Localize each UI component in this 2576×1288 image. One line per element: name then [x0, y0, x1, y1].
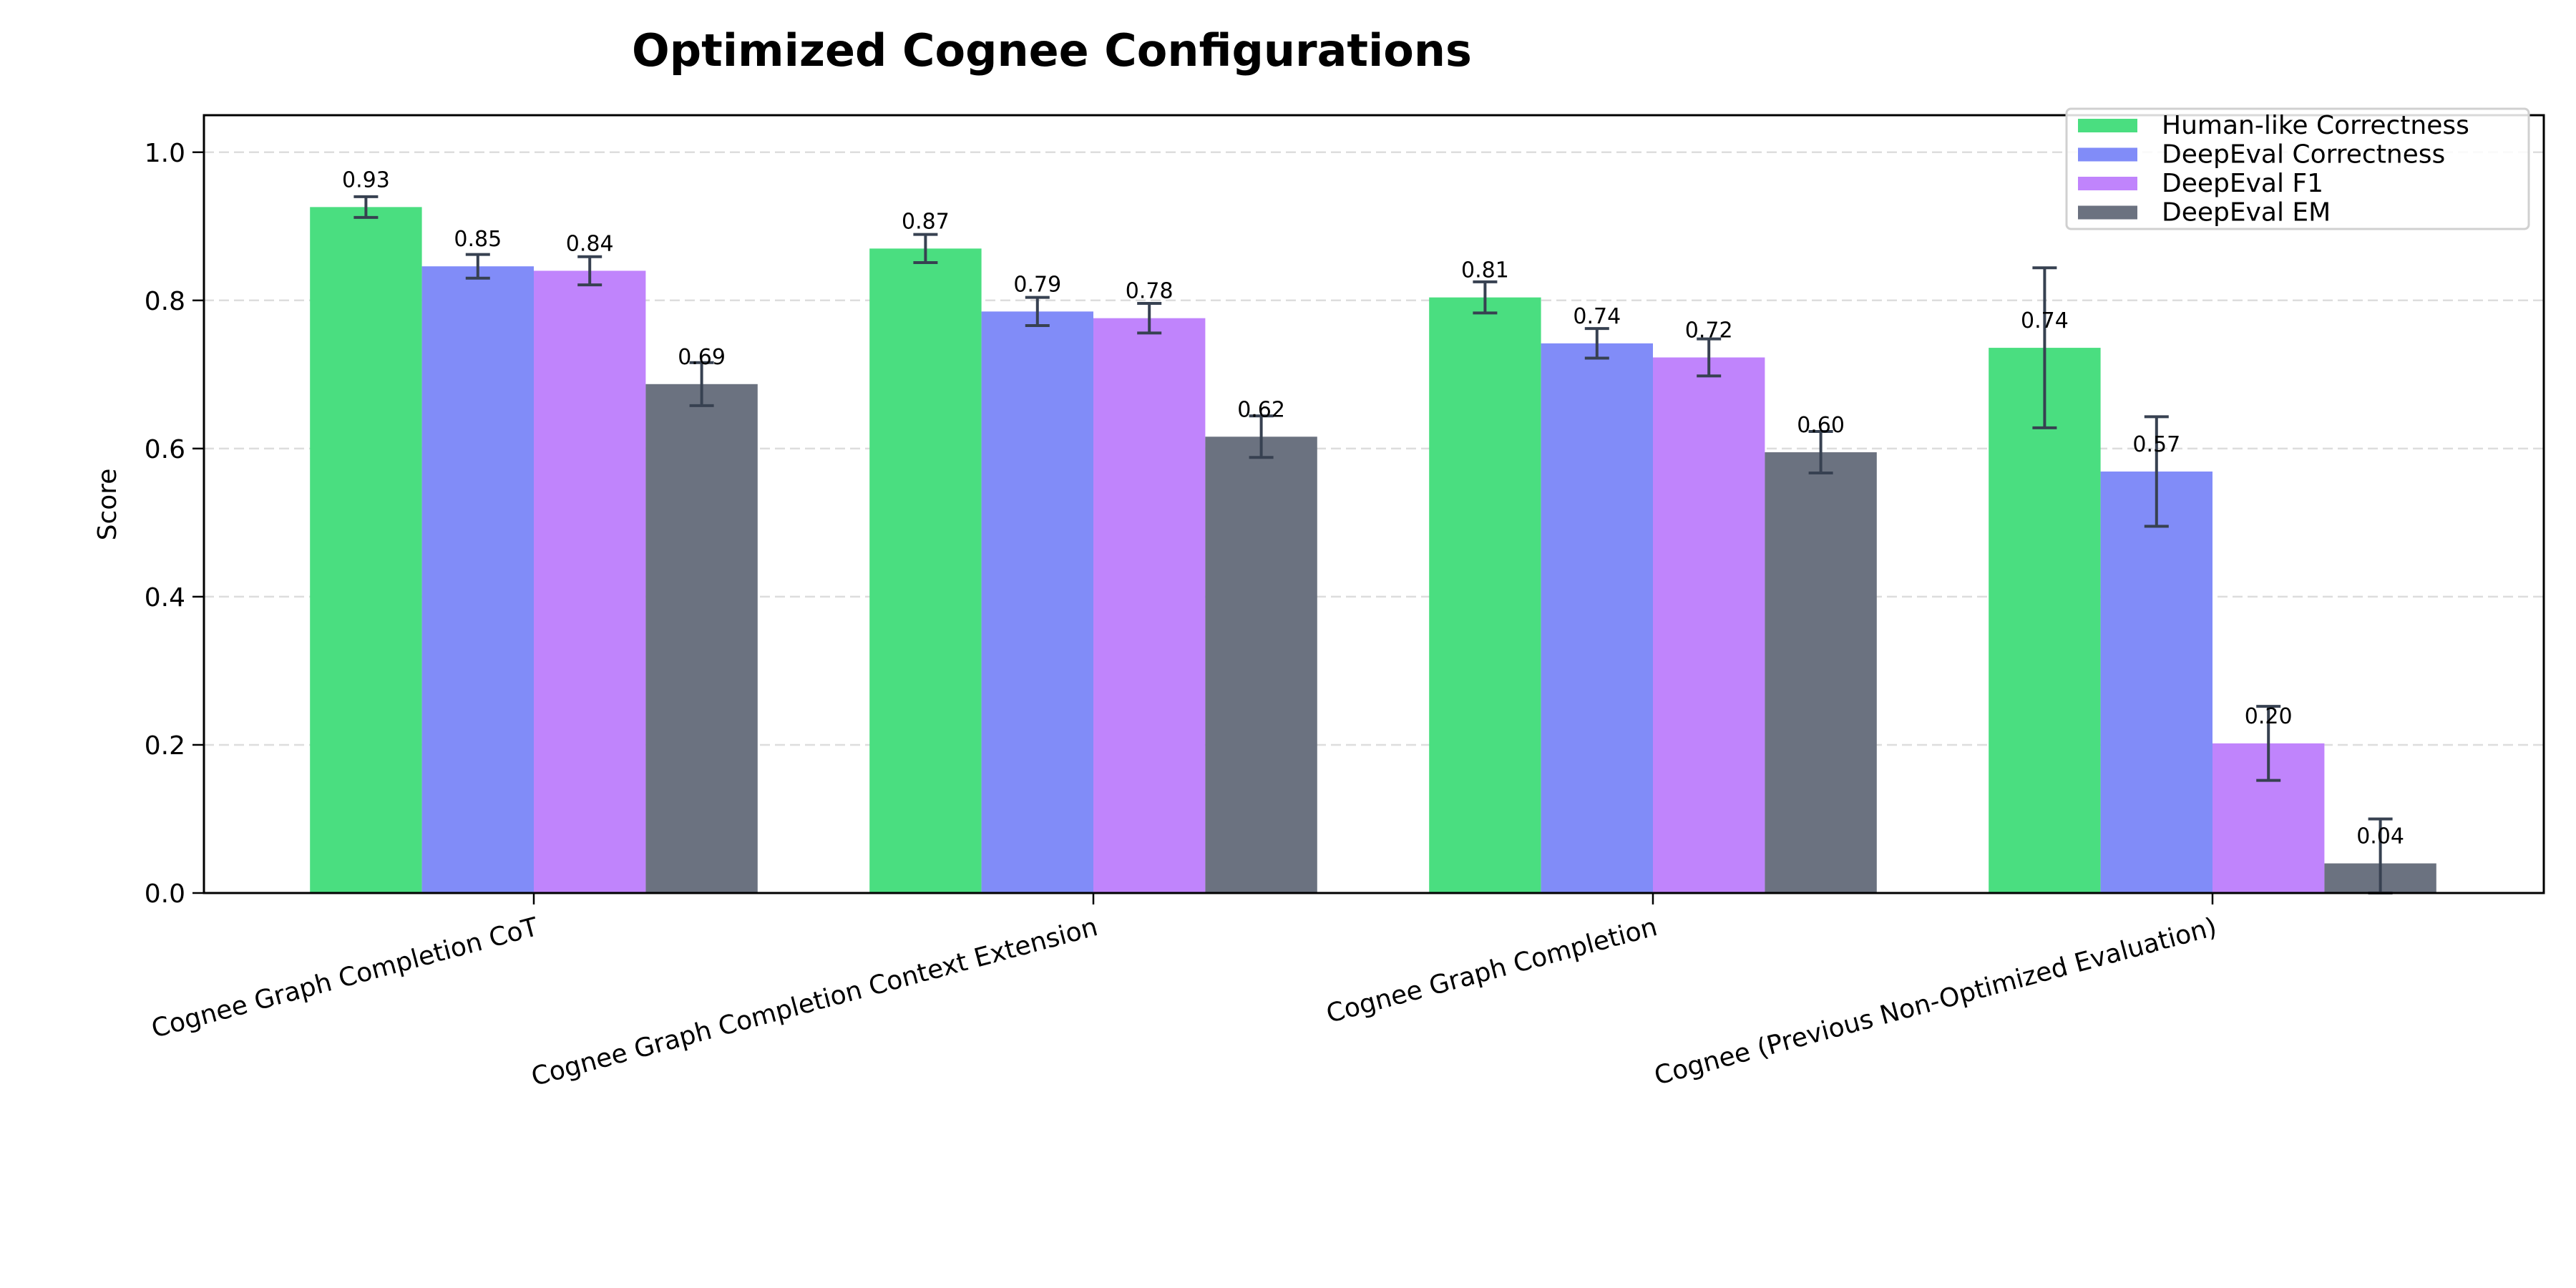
bar-value-label: 0.79 — [1013, 272, 1061, 297]
bar — [310, 207, 422, 894]
plot-frame — [203, 114, 2545, 894]
bar-value-label: 0.69 — [678, 345, 726, 370]
bar-value-label: 0.78 — [1126, 279, 1174, 304]
bar-value-label: 0.93 — [342, 167, 390, 192]
bar-value-label: 0.74 — [1573, 304, 1621, 329]
bar — [1989, 348, 2101, 893]
y-tick-label: 1.0 — [145, 139, 185, 168]
y-tick-label: 0.8 — [145, 287, 185, 316]
bar — [1429, 297, 1541, 893]
bar — [981, 311, 1093, 893]
y-tick-label: 0.6 — [145, 435, 185, 464]
x-tick-label: Cognee Graph Completion CoT — [148, 912, 542, 1044]
x-tick-label: Cognee Graph Completion — [1323, 912, 1660, 1029]
bar-value-label: 0.62 — [1237, 397, 1285, 422]
bar-value-label: 0.60 — [1797, 413, 1845, 438]
bar — [869, 248, 982, 893]
bar — [1653, 357, 1765, 894]
bar-value-label: 0.57 — [2132, 432, 2180, 457]
bar-value-label: 0.20 — [2245, 704, 2293, 729]
y-tick-label: 0.2 — [145, 731, 185, 761]
x-tick-label: Cognee Graph Completion Context Extensio… — [528, 912, 1101, 1092]
bar-value-label: 0.87 — [902, 209, 950, 234]
x-tick-label: Cognee (Previous Non-Optimized Evaluatio… — [1652, 912, 2220, 1091]
bar — [1541, 343, 1653, 893]
bar — [645, 384, 758, 893]
legend-swatch — [2078, 147, 2137, 162]
bar-value-label: 0.81 — [1461, 258, 1509, 283]
bar — [534, 270, 646, 893]
bar-value-label: 0.72 — [1685, 318, 1733, 343]
legend-label: Human-like Correctness — [2162, 111, 2469, 140]
bar — [1765, 452, 1877, 893]
bar-value-label: 0.85 — [454, 227, 502, 252]
legend-swatch — [2078, 177, 2137, 190]
legend-label: DeepEval Correctness — [2162, 140, 2445, 170]
bar — [1093, 318, 1206, 893]
legend-swatch — [2078, 205, 2137, 220]
bar — [421, 266, 534, 893]
legend-label: DeepEval EM — [2162, 198, 2331, 228]
bar-value-label: 0.74 — [2021, 308, 2069, 333]
chart-title: Optimized Cognee Configurations — [632, 24, 1472, 77]
bar — [1205, 436, 1317, 893]
bar-value-label: 0.84 — [566, 231, 614, 256]
bar — [2100, 471, 2212, 893]
y-tick-label: 0.4 — [145, 583, 185, 613]
y-tick-label: 0.0 — [145, 879, 185, 909]
legend-box — [2065, 107, 2530, 230]
legend-swatch — [2078, 119, 2137, 132]
legend-label: DeepEval F1 — [2162, 169, 2323, 198]
y-axis-label: Score — [93, 469, 122, 541]
bar-value-label: 0.04 — [2356, 824, 2404, 849]
